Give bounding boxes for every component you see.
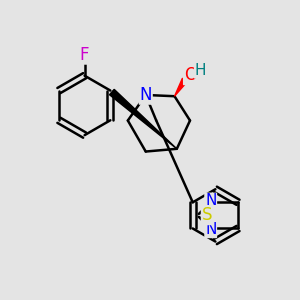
Text: H: H (195, 63, 206, 78)
Text: N: N (140, 86, 152, 104)
Text: N: N (205, 223, 216, 238)
Text: N: N (205, 193, 216, 208)
Polygon shape (110, 89, 177, 149)
Text: F: F (80, 46, 89, 64)
Polygon shape (175, 78, 188, 96)
Text: O: O (184, 66, 197, 84)
Text: S: S (202, 206, 212, 224)
